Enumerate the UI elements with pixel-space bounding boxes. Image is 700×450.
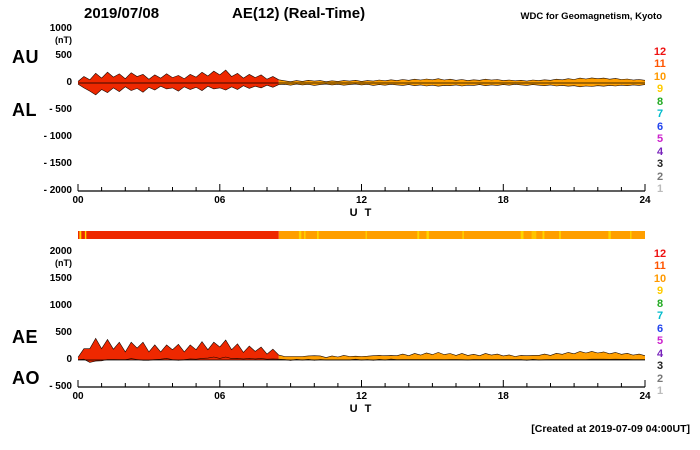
legend-station-count: 2 — [656, 170, 664, 183]
y-tick-label: 1000 — [49, 300, 72, 311]
legend-station-count: 4 — [656, 145, 664, 158]
plot-source-credit: WDC for Geomagnetism, Kyoto — [520, 11, 662, 22]
x-tick-label: 00 — [72, 195, 84, 206]
panel-0-waveform — [77, 69, 646, 96]
x-tick-label: 12 — [355, 195, 368, 206]
legend-station-count: 4 — [656, 347, 664, 360]
legend-station-count: 9 — [656, 83, 664, 96]
legend-station-count: 6 — [656, 322, 664, 335]
plot-date: 2019/07/08 — [84, 5, 160, 22]
x-tick-label: 00 — [72, 391, 84, 402]
legend-station-count: 10 — [653, 70, 667, 83]
panel-1-waveform — [77, 337, 646, 363]
y-tick-label: 1000 — [49, 23, 72, 34]
panel-1-axes — [77, 359, 646, 388]
legend-station-count: 3 — [656, 158, 664, 171]
y-axis-unit-top: (nT) — [55, 35, 72, 45]
legend-station-count: 11 — [654, 58, 666, 71]
y-tick-label: 2000 — [49, 246, 72, 257]
panel-label-ao: AO — [12, 368, 40, 388]
legend-station-count: 12 — [653, 248, 667, 260]
y-tick-label: 0 — [66, 77, 72, 88]
y-tick-label: - 1500 — [43, 158, 72, 169]
panel-label-ae: AE — [12, 327, 39, 347]
legend-station-count: 1 — [656, 384, 664, 397]
legend-station-count: 8 — [656, 297, 664, 310]
legend-station-count: 7 — [656, 108, 664, 121]
y-tick-label: - 1000 — [43, 131, 72, 142]
legend-station-count: 2 — [656, 372, 664, 385]
x-tick-label: 24 — [639, 195, 651, 206]
panel-0-axes — [77, 82, 646, 192]
y-tick-label: 1500 — [49, 273, 72, 284]
legend-station-count: 5 — [656, 133, 664, 146]
y-tick-label: 500 — [55, 327, 72, 338]
legend-station-count: 8 — [656, 95, 664, 108]
y-tick-label: 0 — [66, 354, 72, 365]
legend-station-count: 10 — [653, 272, 667, 285]
x-axis-label: U T — [349, 403, 374, 415]
x-tick-label: 06 — [214, 195, 226, 206]
y-axis-unit-bottom: (nT) — [55, 258, 72, 268]
x-tick-label: 12 — [355, 391, 368, 402]
y-tick-label: - 2000 — [43, 185, 72, 196]
x-tick-label: 18 — [497, 195, 509, 206]
legend-station-count: 3 — [656, 360, 664, 373]
x-axis-label: U T — [349, 207, 374, 219]
x-tick-label: 18 — [497, 391, 509, 402]
y-tick-label: - 500 — [49, 104, 72, 115]
station-count-colorbar — [78, 231, 645, 239]
legend-station-count: 12 — [653, 46, 667, 58]
created-timestamp: [Created at 2019-07-09 04:00UT] — [531, 423, 690, 435]
legend-station-count: 7 — [656, 310, 664, 323]
legend-station-count: 9 — [656, 285, 664, 298]
panel-label-au: AU — [12, 47, 39, 67]
x-tick-label: 24 — [639, 391, 651, 402]
y-tick-label: 500 — [55, 50, 72, 61]
x-tick-label: 06 — [214, 391, 226, 402]
y-tick-label: - 500 — [49, 381, 72, 392]
legend-station-count: 5 — [656, 335, 664, 348]
panel-label-al: AL — [12, 100, 37, 120]
legend-station-count: 6 — [656, 120, 664, 133]
legend-station-count: 1 — [656, 182, 664, 195]
plot-title: AE(12) (Real-Time) — [232, 5, 366, 22]
legend-station-count: 11 — [654, 260, 666, 273]
